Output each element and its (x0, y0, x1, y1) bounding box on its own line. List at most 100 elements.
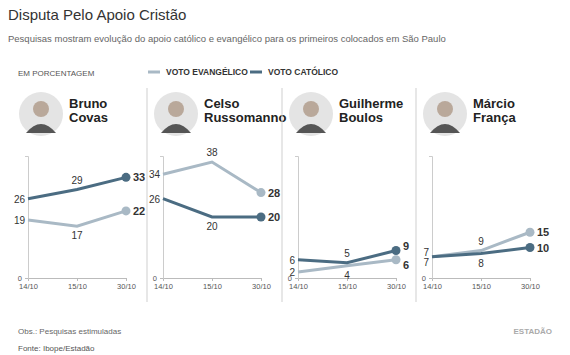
x-tick-label: 30/10 (387, 282, 406, 291)
x-tick-label: 30/10 (252, 282, 271, 291)
y-tick-label: 0 (422, 274, 426, 283)
data-label: 26 (14, 194, 26, 205)
y-tick-label: 0 (153, 274, 157, 283)
portrait (19, 92, 63, 136)
legend-item: VOTO EVANGÉLICO (148, 67, 248, 77)
x-tick: 15/10 (203, 278, 222, 291)
chart-svg: Disputa Pelo Apoio Cristão Pesquisas most… (0, 0, 570, 355)
data-label: 17 (71, 230, 83, 241)
y-tick: 0 (422, 274, 432, 283)
series-line: VOTO CATÓLICO (163, 199, 261, 217)
data-label: 28 (268, 187, 280, 199)
portrait-bg (289, 92, 333, 136)
unit-label: EM PORCENTAGEM (18, 69, 95, 78)
x-tick-mark (261, 278, 262, 281)
note: Obs.: Pesquisas estimuladas (18, 327, 121, 336)
x-tick-label: 14/10 (423, 282, 442, 291)
title: Disputa Pelo Apoio Cristão (8, 6, 186, 23)
portrait-body (430, 124, 460, 133)
data-label: 22 (133, 205, 145, 217)
data-label: 19 (14, 215, 26, 226)
x-tick: 30/10 (252, 278, 271, 291)
x-tick: 30/10 (387, 278, 406, 291)
portrait (289, 92, 333, 136)
portrait (154, 92, 198, 136)
legend-item: VOTO CATÓLICO (250, 66, 338, 77)
x-tick: 15/10 (68, 278, 87, 291)
end-marker (526, 228, 535, 237)
legend-label: VOTO CATÓLICO (268, 66, 338, 77)
y-tick-mark (429, 278, 432, 279)
end-marker (257, 188, 266, 197)
source: Fonte: Ibope/Estadão (18, 344, 95, 353)
data-label: 34 (149, 169, 161, 180)
x-tick-label: 15/10 (472, 282, 491, 291)
y-tick: 0 (153, 274, 163, 283)
panel-title: BrunoCovas (69, 96, 108, 125)
data-label: 15 (537, 226, 549, 238)
portrait-head (33, 101, 49, 117)
portrait-bg (154, 92, 198, 136)
x-tick-label: 15/10 (338, 282, 357, 291)
x-tick-label: 15/10 (203, 282, 222, 291)
data-label: 2 (289, 267, 295, 278)
portrait-body (161, 124, 191, 133)
x-tick-label: 15/10 (68, 282, 87, 291)
x-tick-label: 14/10 (154, 282, 173, 291)
series-line: VOTO EVANGÉLICO (28, 211, 126, 226)
data-label: 33 (133, 171, 145, 183)
x-tick: 30/10 (521, 278, 540, 291)
data-label: 8 (478, 258, 484, 269)
x-axis: 14/10 15/10 30/10 (154, 278, 271, 291)
portrait-body (296, 124, 326, 133)
data-label: 5 (344, 248, 350, 259)
data-label: 6 (289, 255, 295, 266)
data-label: 4 (344, 270, 350, 281)
end-marker (257, 213, 266, 222)
x-tick-label: 30/10 (521, 282, 540, 291)
data-label: 20 (206, 221, 218, 232)
portrait-bg (19, 92, 63, 136)
data-label: 6 (403, 259, 409, 271)
x-tick-mark (212, 278, 213, 281)
x-tick: 15/10 (472, 278, 491, 291)
data-label: 26 (149, 194, 161, 205)
portrait (423, 92, 467, 136)
series-line: VOTO EVANGÉLICO (432, 232, 530, 256)
x-tick-mark (77, 278, 78, 281)
panel-separator (282, 88, 283, 302)
panel: MárcioFrança 14/10 15/10 30/10 0 VOTO EVANGÉL… (416, 88, 549, 302)
subtitle: Pesquisas mostram evolução do apoio cató… (8, 33, 446, 44)
x-axis-line (433, 279, 531, 282)
data-label: 9 (478, 236, 484, 247)
y-tick-mark (160, 278, 163, 279)
end-marker (392, 246, 401, 255)
panel-separator (416, 88, 417, 302)
panel-title: GuilhermeBoulos (339, 96, 403, 125)
legend-swatch (148, 71, 160, 74)
x-axis: 14/1015/1030/10 (19, 278, 136, 291)
data-label: 20 (268, 211, 280, 223)
end-marker (122, 206, 131, 215)
end-marker (392, 255, 401, 264)
panel-title: CelsoRussomanno (204, 96, 286, 125)
data-label: 10 (537, 242, 549, 254)
x-tick-mark (396, 278, 397, 281)
y-axis-line (25, 157, 29, 279)
data-label: 9 (403, 240, 409, 252)
legend-label: VOTO EVANGÉLICO (166, 67, 248, 77)
x-tick-mark (530, 278, 531, 281)
panel-title: MárcioFrança (473, 96, 516, 125)
panel-separator (147, 88, 148, 302)
y-tick-mark (25, 278, 28, 279)
brand: ESTADÃO (513, 327, 552, 336)
y-tick: 0 (18, 274, 28, 283)
series-line: VOTO CATÓLICO (432, 248, 530, 257)
x-axis-line (29, 279, 127, 282)
chart-container: Disputa Pelo Apoio Cristão Pesquisas most… (0, 0, 570, 355)
plot-area: VOTO EVANGÉLICOVOTO CATÓLICO (432, 228, 535, 257)
y-tick-label: 0 (18, 274, 22, 283)
portrait-body (26, 124, 56, 133)
plot-area: VOTO EVANGÉLICOVOTO CATÓLICO (298, 246, 401, 272)
x-tick: 30/10 (117, 278, 136, 291)
